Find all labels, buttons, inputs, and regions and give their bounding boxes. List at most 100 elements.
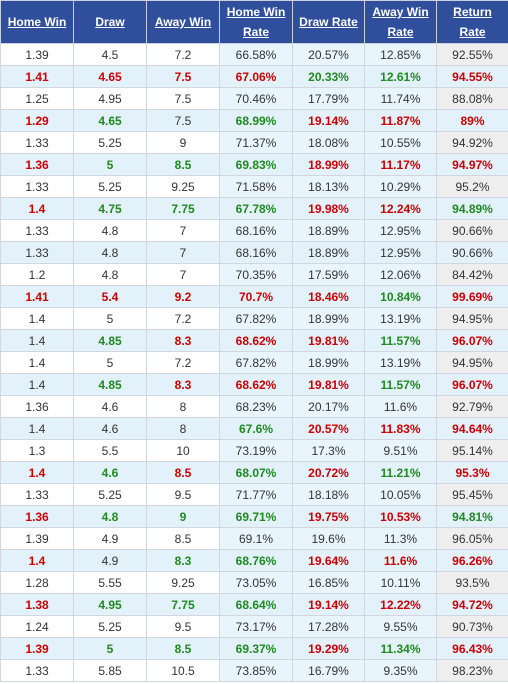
away-win-odds-cell: 7 [146,219,220,242]
header-draw[interactable]: Draw [73,0,147,44]
return-rate-cell: 94.89% [436,197,508,220]
home-win-rate-cell: 71.77% [219,483,293,506]
home-win-rate-cell: 67.78% [219,197,293,220]
header-away-win-rate[interactable]: Away Win Rate [364,0,437,44]
away-win-rate-cell: 11.57% [364,329,437,352]
away-win-odds-cell: 9.25 [146,571,220,594]
table-row: 1.36 4.8 9 69.71% 19.75% 10.53% 94.81% [0,505,508,528]
table-row: 1.24 5.25 9.5 73.17% 17.28% 9.55% 90.73% [0,615,508,638]
away-win-odds-cell: 8.3 [146,549,220,572]
draw-odds-cell: 5.25 [73,615,147,638]
away-win-rate-cell: 11.87% [364,109,437,132]
away-win-rate-cell: 13.19% [364,351,437,374]
header-away-win[interactable]: Away Win [146,0,220,44]
away-win-odds-cell: 7 [146,263,220,286]
home-win-rate-cell: 73.85% [219,659,293,682]
draw-rate-cell: 18.99% [292,351,365,374]
draw-odds-cell: 5 [73,307,147,330]
header-row: Home Win Draw Away Win Home Win Rate Dra… [0,0,508,44]
draw-rate-cell: 18.89% [292,241,365,264]
draw-odds-cell: 4.6 [73,461,147,484]
draw-odds-cell: 5.5 [73,439,147,462]
draw-rate-cell: 18.08% [292,131,365,154]
return-rate-cell: 94.64% [436,417,508,440]
away-win-rate-cell: 9.35% [364,659,437,682]
home-win-rate-cell: 69.83% [219,153,293,176]
away-win-odds-cell: 9 [146,131,220,154]
return-rate-cell: 95.45% [436,483,508,506]
away-win-rate-cell: 10.84% [364,285,437,308]
home-win-rate-cell: 68.64% [219,593,293,616]
away-win-odds-cell: 7.5 [146,109,220,132]
away-win-odds-cell: 9.25 [146,175,220,198]
home-win-rate-cell: 68.07% [219,461,293,484]
draw-rate-cell: 19.98% [292,197,365,220]
return-rate-cell: 84.42% [436,263,508,286]
draw-rate-cell: 19.6% [292,527,365,550]
home-win-odds-cell: 1.33 [0,659,74,682]
home-win-rate-cell: 68.16% [219,241,293,264]
away-win-odds-cell: 7.75 [146,197,220,220]
home-win-rate-cell: 68.99% [219,109,293,132]
draw-rate-cell: 18.13% [292,175,365,198]
return-rate-cell: 93.5% [436,571,508,594]
away-win-rate-cell: 12.61% [364,65,437,88]
home-win-rate-cell: 68.23% [219,395,293,418]
return-rate-cell: 96.07% [436,329,508,352]
away-win-odds-cell: 8.3 [146,373,220,396]
away-win-odds-cell: 7.2 [146,351,220,374]
home-win-odds-cell: 1.36 [0,505,74,528]
draw-odds-cell: 5.85 [73,659,147,682]
table-row: 1.29 4.65 7.5 68.99% 19.14% 11.87% 89% [0,109,508,132]
return-rate-cell: 89% [436,109,508,132]
away-win-odds-cell: 9.5 [146,483,220,506]
draw-odds-cell: 4.9 [73,527,147,550]
table-row: 1.4 5 7.2 67.82% 18.99% 13.19% 94.95% [0,351,508,374]
draw-rate-cell: 20.33% [292,65,365,88]
away-win-odds-cell: 8 [146,395,220,418]
return-rate-cell: 94.97% [436,153,508,176]
home-win-odds-cell: 1.4 [0,307,74,330]
table-row: 1.33 4.8 7 68.16% 18.89% 12.95% 90.66% [0,241,508,264]
away-win-odds-cell: 8.5 [146,637,220,660]
table-row: 1.28 5.55 9.25 73.05% 16.85% 10.11% 93.5% [0,571,508,594]
draw-rate-cell: 18.99% [292,307,365,330]
header-home-win-rate[interactable]: Home Win Rate [219,0,293,44]
return-rate-cell: 94.92% [436,131,508,154]
home-win-rate-cell: 70.35% [219,263,293,286]
away-win-rate-cell: 11.6% [364,549,437,572]
home-win-rate-cell: 73.17% [219,615,293,638]
table-row: 1.33 5.25 9 71.37% 18.08% 10.55% 94.92% [0,131,508,154]
draw-odds-cell: 4.95 [73,87,147,110]
return-rate-cell: 96.43% [436,637,508,660]
away-win-rate-cell: 11.83% [364,417,437,440]
away-win-rate-cell: 12.95% [364,241,437,264]
away-win-rate-cell: 12.24% [364,197,437,220]
draw-odds-cell: 5 [73,351,147,374]
away-win-rate-cell: 11.74% [364,87,437,110]
table-row: 1.4 4.9 8.3 68.76% 19.64% 11.6% 96.26% [0,549,508,572]
away-win-rate-cell: 9.51% [364,439,437,462]
away-win-odds-cell: 9.2 [146,285,220,308]
home-win-odds-cell: 1.4 [0,417,74,440]
away-win-odds-cell: 8.5 [146,527,220,550]
draw-odds-cell: 5.55 [73,571,147,594]
home-win-odds-cell: 1.33 [0,483,74,506]
home-win-odds-cell: 1.28 [0,571,74,594]
draw-odds-cell: 5 [73,637,147,660]
home-win-odds-cell: 1.3 [0,439,74,462]
home-win-rate-cell: 70.46% [219,87,293,110]
away-win-rate-cell: 11.6% [364,395,437,418]
header-return-rate[interactable]: Return Rate [436,0,508,44]
home-win-odds-cell: 1.24 [0,615,74,638]
draw-rate-cell: 19.14% [292,109,365,132]
header-draw-rate[interactable]: Draw Rate [292,0,365,44]
return-rate-cell: 95.14% [436,439,508,462]
header-home-win[interactable]: Home Win [0,0,74,44]
draw-rate-cell: 19.81% [292,373,365,396]
return-rate-cell: 94.95% [436,307,508,330]
return-rate-cell: 90.73% [436,615,508,638]
home-win-rate-cell: 67.82% [219,307,293,330]
home-win-rate-cell: 69.71% [219,505,293,528]
draw-odds-cell: 4.8 [73,219,147,242]
